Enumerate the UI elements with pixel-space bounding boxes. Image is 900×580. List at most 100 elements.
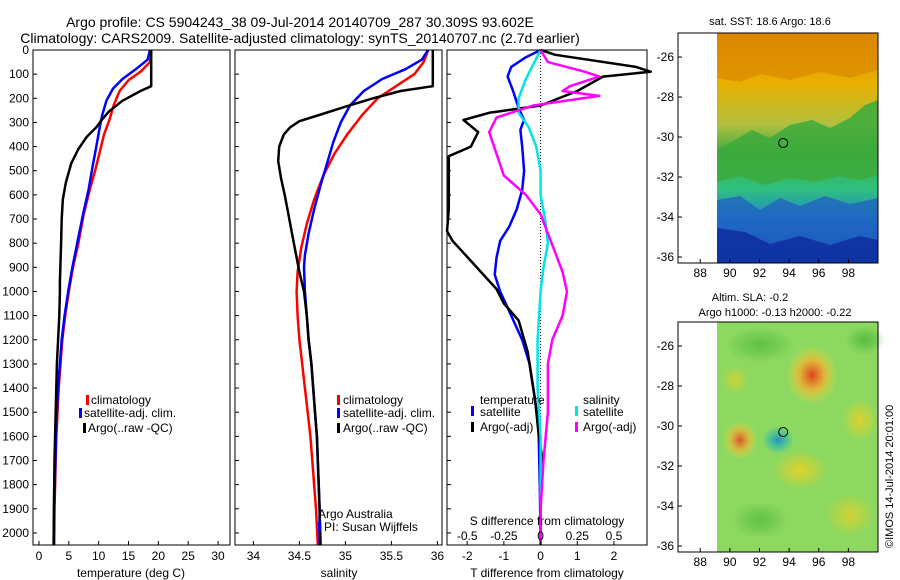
s-difference-xlabel: S difference from climatology — [470, 514, 625, 528]
legend-item-t-argo: Argo(-adj) — [480, 420, 533, 434]
salinity-legend[interactable]: climatology satellite-adj. clim. Argo(..… — [337, 393, 435, 435]
x-tick-label: 30 — [211, 549, 225, 563]
legend-swatch-blue — [79, 408, 82, 418]
legend-item-t-satellite: satellite — [480, 405, 521, 419]
temperature-xlabel: temperature (deg C) — [77, 566, 185, 580]
depth-tick-label: 1900 — [2, 502, 29, 516]
sla-map-axes-box — [677, 321, 879, 553]
sst-map-title: sat. SST: 18.6 Argo: 18.6 — [709, 16, 831, 28]
depth-tick-label: 100 — [9, 67, 29, 81]
depth-tick-label: 600 — [9, 188, 29, 202]
x-tick-label: 0 — [36, 549, 43, 563]
series-line-blue — [302, 49, 430, 545]
map-x-tick-label: 96 — [812, 555, 826, 569]
sla-map-x-ticks: 88 90 92 94 96 98 — [694, 548, 856, 569]
map-y-tick-label: -26 — [657, 339, 675, 353]
legend-item-climatology: climatology — [91, 393, 151, 407]
legend-item-argo: Argo(..raw -QC) — [343, 421, 428, 435]
x-tick-label: 35 — [339, 549, 353, 563]
legend-swatch-red — [86, 395, 89, 405]
map-x-tick-label: 92 — [753, 555, 767, 569]
map-y-tick-label: -28 — [657, 379, 675, 393]
depth-tick-label: 1100 — [3, 309, 29, 323]
map-x-tick-label: 88 — [694, 266, 708, 280]
difference-lines — [445, 48, 652, 546]
map-x-tick-label: 94 — [782, 555, 796, 569]
depth-tick-label: 1500 — [2, 405, 29, 419]
depth-tick-label: 1200 — [2, 333, 29, 347]
series-line-red — [52, 49, 153, 546]
map-x-tick-label: 94 — [782, 266, 796, 280]
depth-tick-label: 300 — [9, 115, 29, 129]
legend-item-s-argo: Argo(-adj) — [583, 420, 636, 434]
s-tick-label: -0.5 — [457, 529, 478, 543]
copyright-stamp: ©IMOS 14-Jul-2014 20:01:00 — [884, 405, 896, 548]
salinity-panel: 34 34.5 35 35.5 36 salinity climatology sate… — [234, 49, 445, 580]
salinity-lines — [276, 49, 435, 546]
map-y-tick-label: -36 — [657, 539, 675, 553]
sst-map-panel: sat. SST: 18.6 Argo: 18.6 88 90 92 94 96 98 -… — [657, 16, 879, 280]
map-x-tick-label: 90 — [723, 266, 737, 280]
sla-map-title-line1: Altim. SLA: -0.2 — [712, 292, 788, 304]
map-x-tick-label: 98 — [842, 555, 856, 569]
depth-tick-label: 400 — [9, 140, 29, 154]
x-tick-label: 34 — [247, 549, 261, 563]
series-line-magenta — [487, 49, 601, 545]
map-x-tick-label: 96 — [812, 266, 826, 280]
map-y-tick-label: -30 — [657, 419, 675, 433]
map-x-tick-label: 88 — [694, 555, 708, 569]
legend-header-temperature: temperature — [480, 393, 545, 407]
series-line-black — [445, 48, 652, 545]
t-difference-x-ticks: -2 -1 0 1 2 — [462, 541, 618, 563]
depth-tick-labels: 0 100 200 300 400 500 600 700 800 900 1000 1100 1200… — [2, 43, 451, 540]
depth-tick-label: 200 — [9, 91, 29, 105]
map-y-tick-label: -34 — [657, 210, 675, 224]
difference-axes-box — [446, 49, 648, 546]
temperature-panel: 0100200300400500600700800900100011001200… — [2, 43, 451, 580]
depth-tick-label: 1000 — [2, 284, 29, 298]
map-x-tick-label: 90 — [723, 555, 737, 569]
map-y-tick-label: -32 — [657, 459, 675, 473]
t-difference-xlabel: T difference from climatology — [470, 566, 624, 580]
map-y-tick-label: -28 — [657, 90, 675, 104]
x-tick-label: 20 — [152, 549, 166, 563]
legend-swatch-magenta — [575, 422, 578, 432]
sla-map-panel: Altim. SLA: -0.2 Argo h1000: -0.13 h2000… — [657, 292, 885, 569]
legend-item-satellite-adj: satellite-adj. clim. — [343, 406, 435, 420]
depth-tick-label: 1800 — [2, 478, 29, 492]
figure-title-line1: Argo profile: CS 5904243_38 09-Jul-2014 … — [66, 14, 534, 30]
x-tick-label: -2 — [462, 549, 473, 563]
legend-swatch-red — [337, 395, 340, 405]
depth-tick-label: 0 — [22, 43, 29, 57]
salinity-x-ticks: 34 34.5 35 35.5 36 — [247, 541, 445, 563]
map-y-tick-label: -26 — [657, 50, 675, 64]
s-tick-label: 0.25 — [566, 529, 590, 543]
temperature-legend[interactable]: climatology satellite-adj. clim. Argo(..… — [79, 393, 176, 435]
sst-map-x-ticks: 88 90 92 94 96 98 — [694, 259, 856, 280]
difference-legend[interactable]: temperature salinity satellite Argo(-adj… — [471, 393, 636, 434]
difference-panel: -2 -1 0 1 2 -0.5 -0.25 0 0.25 0.5 S difference f… — [445, 48, 652, 580]
x-tick-label: 10 — [92, 549, 106, 563]
legend-swatch-blue — [471, 406, 474, 416]
s-tick-label: 0.5 — [606, 529, 623, 543]
sla-map-title-line2: Argo h1000: -0.13 h2000: -0.22 — [699, 307, 852, 319]
s-tick-label: 0 — [537, 529, 544, 543]
map-x-tick-label: 98 — [842, 266, 856, 280]
sst-heatmap — [717, 33, 878, 263]
legend-header-salinity: salinity — [583, 393, 620, 407]
map-x-tick-label: 92 — [753, 266, 767, 280]
x-tick-label: 15 — [122, 549, 136, 563]
depth-tick-label: 2000 — [2, 526, 29, 540]
x-tick-label: 25 — [182, 549, 196, 563]
depth-tick-label: 1300 — [2, 357, 29, 371]
legend-swatch-cyan — [575, 406, 578, 416]
series-line-blue — [52, 49, 152, 546]
data-source-marker — [318, 521, 321, 531]
x-tick-label: 36 — [431, 549, 445, 563]
legend-item-argo: Argo(..raw -QC) — [88, 421, 173, 435]
map-y-tick-label: -32 — [657, 170, 675, 184]
legend-swatch-black — [83, 423, 86, 433]
map-y-tick-label: -36 — [657, 250, 675, 264]
legend-swatch-black — [471, 422, 474, 432]
